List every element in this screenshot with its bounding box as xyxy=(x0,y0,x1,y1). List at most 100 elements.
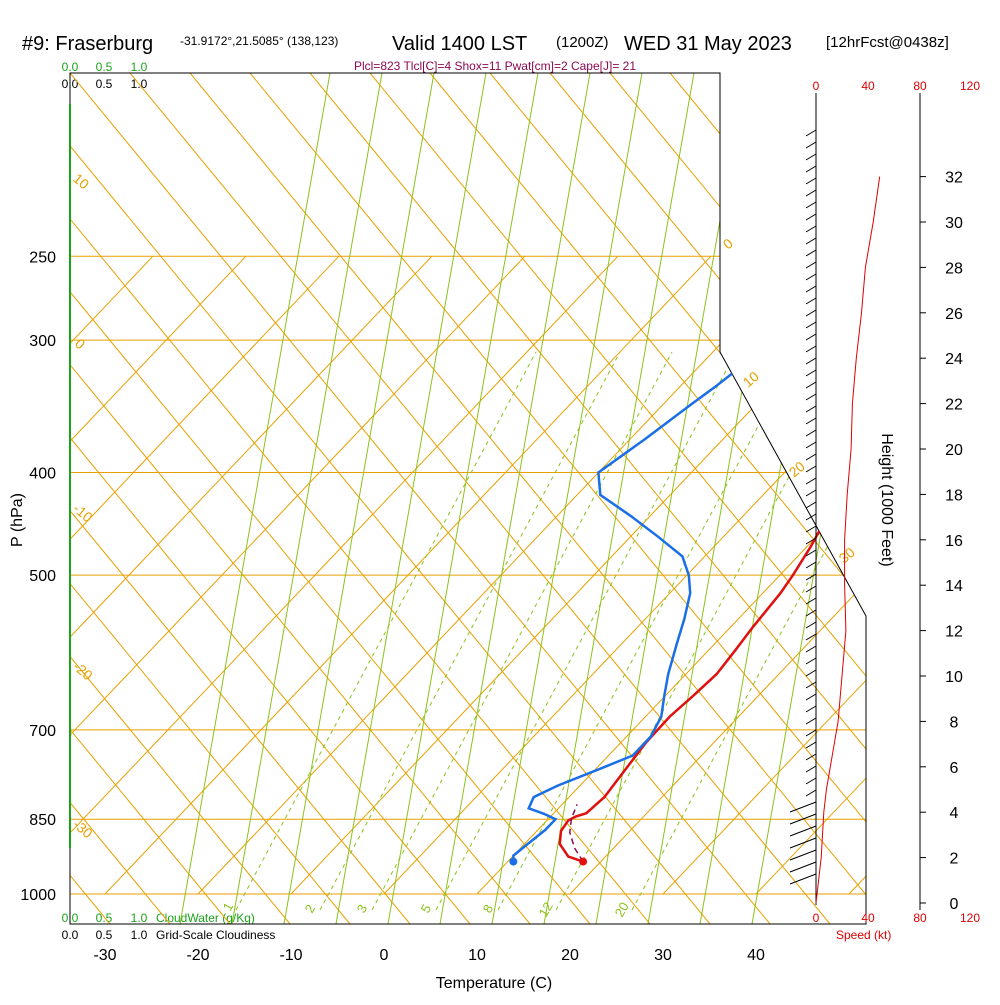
height-tick-label: 26 xyxy=(945,306,963,323)
isotherm-line xyxy=(70,255,619,895)
wind-barb xyxy=(805,645,817,653)
temperature-axis-label: Temperature (C) xyxy=(436,975,552,992)
valid-time: Valid 1400 LST xyxy=(392,33,527,55)
pressure-tick-label: 850 xyxy=(29,812,56,829)
sounding-curves xyxy=(509,277,866,866)
wind-barb xyxy=(805,585,817,593)
station-coords: -31.9172°,21.5085° (138,123) xyxy=(180,34,338,48)
height-tick-label: 12 xyxy=(945,624,963,641)
mixing-ratio-label: 8 xyxy=(480,902,497,916)
mixing-ratio-line xyxy=(631,351,866,911)
wind-barb xyxy=(805,729,817,737)
wind-barb xyxy=(805,381,817,389)
isotherm-line xyxy=(70,255,526,895)
dry-adiabat-line xyxy=(70,73,651,924)
height-tick-label: 2 xyxy=(950,851,959,868)
dry-adiabat-line xyxy=(70,73,591,924)
wind-barb xyxy=(805,345,817,353)
wind-barb xyxy=(805,789,817,797)
dry-adiabat-line xyxy=(189,73,866,924)
height-tick-label: 20 xyxy=(945,442,963,459)
height-tick-label: 18 xyxy=(945,487,963,504)
cloudiness-tick: 0.0 xyxy=(62,928,79,942)
wind-barb xyxy=(805,453,817,461)
height-tick-label: 24 xyxy=(945,351,963,368)
dry-adiabat-line xyxy=(369,73,866,924)
wind-barb xyxy=(805,561,817,569)
wind-barb xyxy=(789,849,817,861)
wind-barb xyxy=(805,369,817,377)
mixing-ratio-label: 12 xyxy=(536,899,556,919)
wind-barb xyxy=(805,285,817,293)
wind-barb xyxy=(805,261,817,269)
wind-barb xyxy=(805,501,817,509)
wind-barb xyxy=(805,489,817,497)
wind-barb xyxy=(805,357,817,365)
pressure-axis-label: P (hPa) xyxy=(9,493,26,547)
station-title: #9: Fraserburg xyxy=(22,33,153,55)
wind-barb xyxy=(805,225,817,233)
height-tick-label: 28 xyxy=(945,260,963,277)
wind-barb xyxy=(805,129,817,137)
wind-barb xyxy=(789,861,817,873)
isotherm-line xyxy=(70,255,247,895)
wind-barb xyxy=(805,657,817,665)
parcel-curve xyxy=(569,804,584,862)
wind-barb xyxy=(805,765,817,773)
wind-barb xyxy=(805,465,817,473)
wind-barb xyxy=(789,813,817,825)
surface-temperature-marker xyxy=(579,857,588,866)
height-tick-label: 32 xyxy=(945,170,963,187)
background-grid xyxy=(70,73,866,924)
wind-barb xyxy=(805,717,817,725)
isotherm-line xyxy=(662,255,866,895)
mixing-ratio-label: 20 xyxy=(612,899,632,919)
dry-adiabat-line xyxy=(129,73,831,924)
wind-speed-curve xyxy=(815,176,881,904)
forecast-info: [12hrFcst@0438z] xyxy=(826,34,949,51)
temperature-tick-label: -30 xyxy=(93,947,116,964)
wind-barb xyxy=(805,237,817,245)
temperature-tick-label: -20 xyxy=(186,947,209,964)
isotherm-label: 0 xyxy=(72,335,88,352)
pressure-tick-label: 400 xyxy=(29,466,56,483)
height-tick-label: 10 xyxy=(945,669,963,686)
pressure-tick-label: 300 xyxy=(29,333,56,350)
plot-outline xyxy=(69,72,867,925)
dry-adiabat-line xyxy=(609,73,866,924)
isotherm-label: 10 xyxy=(70,170,92,192)
cloudiness-label: Grid-Scale Cloudiness xyxy=(156,928,275,942)
cloudwater-label: CloudWater (g/Kg) xyxy=(156,911,255,925)
mixing-ratio-line xyxy=(319,351,621,911)
isotherm-line xyxy=(569,255,866,895)
mixing-ratio-line xyxy=(235,351,537,911)
cloudwater-tick: 0.0 xyxy=(62,60,79,74)
height-tick-label: 4 xyxy=(950,805,959,822)
isotherm-label: -30 xyxy=(70,816,96,841)
isotherm-line xyxy=(476,255,866,895)
dry-adiabat-line xyxy=(549,73,866,924)
wind-barb xyxy=(805,189,817,197)
forecast-date: WED 31 May 2023 xyxy=(624,33,792,55)
dry-adiabat-line xyxy=(70,73,411,924)
wind-barb xyxy=(805,525,817,533)
temperature-axis: -30 -20 -10 0 10 20 30 40 xyxy=(93,947,765,964)
wind-barb xyxy=(805,393,817,401)
cloudwater-scale-bottom: 0.0 0.5 1.0 CloudWater (g/Kg) 0.0 0.5 1.… xyxy=(62,911,276,942)
isotherm-line xyxy=(70,255,340,895)
pressure-axis: 250 300 400 500 700 850 1000 xyxy=(20,249,56,904)
wind-barb xyxy=(805,141,817,149)
wind-barb xyxy=(805,441,817,449)
temperature-tick-label: 30 xyxy=(654,947,672,964)
mixing-ratio-label: 3 xyxy=(354,902,371,916)
dry-adiabat-line xyxy=(309,73,866,924)
speed-tick: 80 xyxy=(913,79,927,93)
wind-barb xyxy=(805,429,817,437)
utc-time: (1200Z) xyxy=(556,34,609,51)
isotherm-line xyxy=(755,255,866,895)
cloudwater-tick: 1.0 xyxy=(131,911,148,925)
wind-barb xyxy=(805,201,817,209)
dry-adiabat-line xyxy=(70,73,231,924)
dry-adiabat-line xyxy=(70,73,291,924)
speed-tick: 40 xyxy=(861,911,875,925)
